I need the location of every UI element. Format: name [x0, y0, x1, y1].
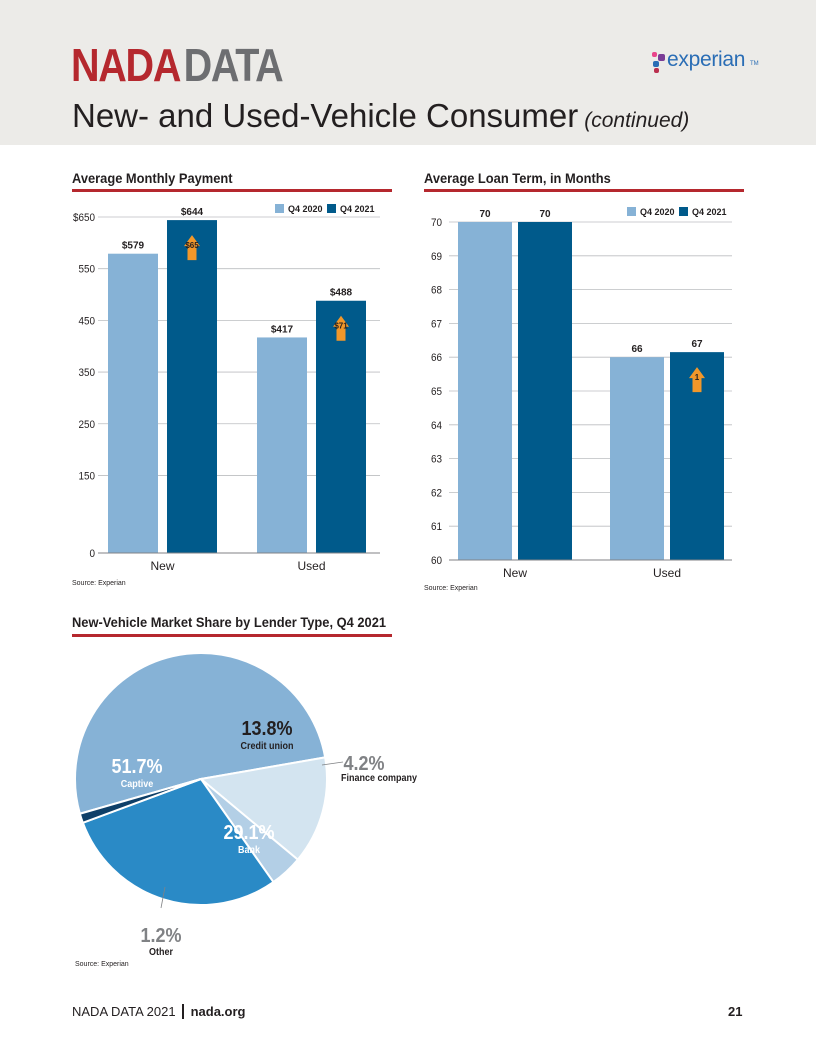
- y-tick-label: 250: [78, 419, 95, 431]
- increase-arrow-icon: [333, 315, 349, 341]
- bar-q4-2021-new: [518, 222, 572, 560]
- y-tick-label: $650: [73, 213, 95, 225]
- market-share-chart-rule: [72, 634, 392, 637]
- footer-publication: NADA DATA 2021 nada.org: [72, 1004, 245, 1019]
- increase-arrow-icon: [689, 367, 705, 393]
- footer-page-number: 21: [728, 1004, 743, 1019]
- change-label: $71: [334, 322, 348, 331]
- bar-value-label: $644: [181, 207, 204, 218]
- loan-term-chart-rule: [424, 189, 744, 192]
- change-label: 1: [695, 373, 700, 382]
- y-tick-label: 68: [431, 285, 442, 297]
- y-tick-label: 67: [431, 319, 442, 331]
- payment-chart: 0 150 250 350 450 550 $650 $579 $644 $65 New $417 $4…: [73, 204, 380, 573]
- y-tick-label: 0: [89, 549, 95, 561]
- legend-swatch: [275, 204, 284, 213]
- market-share-chart-source: Source: Experian: [75, 961, 129, 968]
- change-label: $65: [185, 241, 199, 250]
- page-header: NADADATA New- and Used-Vehicle Consumer(…: [0, 0, 816, 145]
- page-title-suffix: (continued): [584, 109, 690, 132]
- y-tick-label: 550: [78, 264, 95, 276]
- pie-slice-credit-union: [198, 756, 328, 862]
- payment-chart-title: Average Monthly Payment: [72, 170, 233, 186]
- legend-swatch: [627, 207, 636, 216]
- pie-pct-label: 51.7%: [111, 756, 162, 778]
- bar-value-label: $417: [271, 324, 294, 335]
- category-label: Used: [653, 566, 681, 580]
- y-tick-label: 64: [431, 420, 442, 432]
- y-tick-label: 150: [78, 471, 95, 483]
- bar-q4-2020-new: [458, 222, 512, 560]
- bar-q4-2020-used: [610, 357, 664, 560]
- legend-swatch: [679, 207, 688, 216]
- pie-category-label: Credit union: [241, 741, 294, 753]
- footer-site-link[interactable]: nada.org: [190, 1004, 246, 1019]
- bar-value-label: 70: [479, 209, 491, 220]
- market-share-chart-title: New-Vehicle Market Share by Lender Type,…: [72, 614, 387, 630]
- bar-q4-2020-new: [108, 253, 158, 553]
- pie-pct-label: 13.8%: [241, 718, 292, 740]
- pie-slice-other: [78, 778, 202, 825]
- legend-label: Q4 2021: [692, 207, 727, 217]
- leader-line: [321, 761, 344, 766]
- page-title: New- and Used-Vehicle Consumer (continued…: [72, 97, 690, 134]
- y-tick-label: 66: [431, 353, 442, 365]
- increase-arrow-icon: [184, 235, 200, 261]
- pie-category-label: Finance company: [341, 773, 418, 785]
- y-tick-label: 350: [78, 368, 95, 380]
- y-tick-label: 450: [78, 316, 95, 328]
- experian-trademark: TM: [750, 61, 759, 67]
- experian-logo: experian TM: [652, 48, 762, 78]
- pie-pct-label: 1.2%: [140, 925, 181, 947]
- legend-label: Q4 2021: [340, 204, 375, 214]
- y-tick-label: 62: [431, 488, 442, 500]
- legend-swatch: [327, 204, 336, 213]
- market-share-pie-chart: 51.7%Captive 13.8%Credit union 29.1%Bank 4.…: [74, 651, 418, 959]
- leader-line: [160, 886, 166, 909]
- bar-value-label: $579: [122, 241, 145, 252]
- payment-chart-source: Source: Experian: [72, 580, 126, 587]
- payment-chart-rule: [72, 189, 392, 192]
- bar-q4-2020-used: [257, 337, 307, 553]
- pie-category-label: Other: [149, 947, 173, 959]
- experian-dots-icon: [652, 52, 668, 74]
- legend-label: Q4 2020: [640, 207, 675, 217]
- y-tick-label: 69: [431, 251, 442, 263]
- y-tick-label: 70: [431, 218, 442, 230]
- bar-q4-2021-used: [316, 300, 366, 553]
- y-tick-label: 63: [431, 454, 442, 466]
- category-label: New: [150, 559, 174, 573]
- bar-value-label: 67: [691, 339, 703, 350]
- pie-slice-bank: [81, 777, 275, 906]
- y-tick-label: 65: [431, 387, 442, 399]
- loan-term-chart-source: Source: Experian: [424, 585, 478, 592]
- pie-category-label: Captive: [121, 779, 153, 791]
- pie-pct-label: 4.2%: [343, 753, 384, 775]
- footer-separator: [181, 1004, 184, 1019]
- legend-label: Q4 2020: [288, 204, 323, 214]
- footer-publication-name: NADA DATA 2021: [72, 1004, 176, 1019]
- y-tick-label: 61: [431, 522, 442, 534]
- bar-value-label: 66: [631, 344, 643, 355]
- category-label: New: [503, 566, 527, 580]
- bar-value-label: $488: [330, 288, 353, 299]
- loan-term-chart-title: Average Loan Term, in Months: [424, 170, 611, 186]
- pie-slice-captive: [74, 651, 327, 815]
- pie-pct-label: 29.1%: [223, 822, 274, 844]
- category-label: Used: [297, 559, 325, 573]
- nada-data-logo: NADADATA: [71, 39, 284, 91]
- pie-category-label: Bank: [238, 845, 261, 857]
- experian-wordmark: experian: [667, 48, 746, 71]
- bar-q4-2021-new: [167, 220, 217, 553]
- loan-term-chart: 60 61 62 63 64 65 66 67 68 69 70 70 70 New 66 67 1 Used Q4…: [431, 207, 732, 580]
- bar-value-label: 70: [539, 209, 551, 220]
- y-tick-label: 60: [431, 556, 442, 568]
